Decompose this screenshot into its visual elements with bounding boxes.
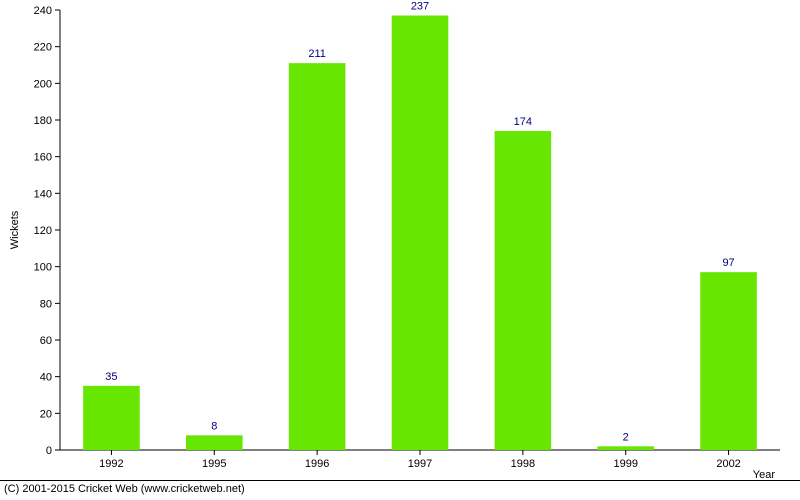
- bar: [289, 63, 346, 450]
- bar-value-label: 174: [514, 116, 532, 128]
- x-tick-label: 1995: [202, 458, 226, 470]
- y-tick-label: 20: [40, 408, 52, 420]
- y-tick-label: 80: [40, 298, 52, 310]
- y-tick-label: 60: [40, 335, 52, 347]
- x-tick-label: 1996: [305, 458, 329, 470]
- bar-value-label: 211: [308, 48, 326, 60]
- y-tick-label: 40: [40, 372, 52, 384]
- y-tick-label: 240: [34, 5, 52, 17]
- bar: [597, 446, 654, 450]
- bar: [700, 272, 757, 450]
- x-axis-label: Year: [753, 469, 776, 480]
- y-tick-label: 160: [34, 152, 52, 164]
- y-tick-label: 120: [34, 225, 52, 237]
- y-tick-label: 140: [34, 188, 52, 200]
- bar: [83, 386, 140, 450]
- bar: [186, 435, 243, 450]
- x-tick-label: 1992: [99, 458, 123, 470]
- y-tick-label: 100: [34, 262, 52, 274]
- x-tick-label: 1999: [613, 458, 637, 470]
- copyright-footer: (C) 2001-2015 Cricket Web (www.cricketwe…: [0, 480, 800, 500]
- bar-chart: 0 20 40 60 80 100 120 140 160 180 200 220 240 Wickets…: [0, 0, 800, 480]
- chart-container: 0 20 40 60 80 100 120 140 160 180 200 220 240 Wickets…: [0, 0, 800, 480]
- bar-value-label: 2: [623, 431, 629, 443]
- bar-value-label: 97: [722, 257, 734, 269]
- bar-value-label: 8: [211, 420, 217, 432]
- bar: [392, 16, 449, 451]
- x-tick-label: 2002: [716, 458, 740, 470]
- x-tick-label: 1997: [408, 458, 432, 470]
- y-tick-label: 220: [34, 42, 52, 54]
- copyright-text: (C) 2001-2015 Cricket Web (www.cricketwe…: [4, 483, 245, 495]
- bar-value-label: 35: [105, 371, 117, 383]
- x-tick-label: 1998: [511, 458, 535, 470]
- bar: [495, 131, 552, 450]
- y-tick-label: 200: [34, 78, 52, 90]
- y-tick-label: 0: [46, 445, 52, 457]
- bar-value-label: 237: [411, 1, 429, 13]
- y-tick-label: 180: [34, 115, 52, 127]
- y-axis-label: Wickets: [9, 210, 21, 249]
